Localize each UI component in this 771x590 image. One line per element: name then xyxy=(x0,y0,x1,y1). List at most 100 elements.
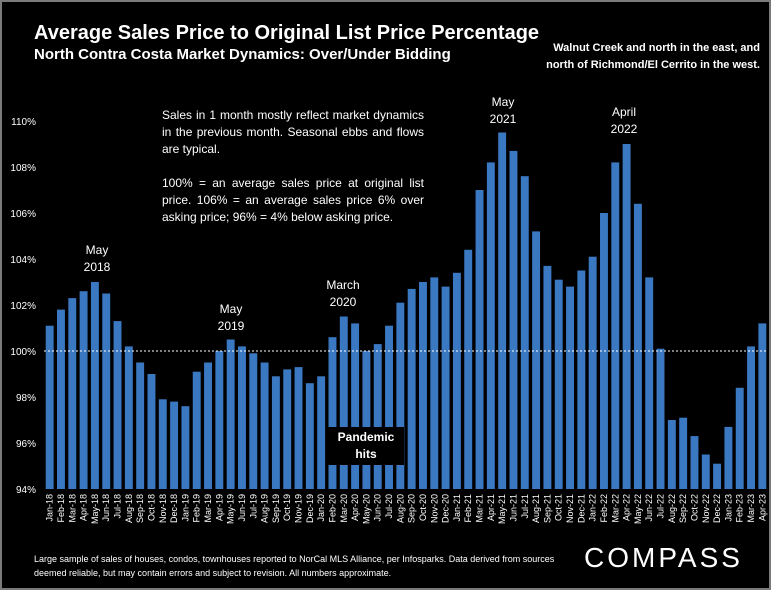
bar xyxy=(396,302,405,489)
x-tick-label: Mar-20 xyxy=(339,494,349,523)
x-tick-label: Mar-19 xyxy=(203,494,213,523)
x-tick-label: Nov-19 xyxy=(294,494,304,523)
bar xyxy=(305,383,314,489)
bar xyxy=(158,399,167,489)
bar xyxy=(577,270,586,489)
x-tick-label: May-21 xyxy=(497,494,507,524)
bar xyxy=(294,367,303,489)
annotation-april-2022: April 2022 xyxy=(610,105,638,136)
chart-title: Average Sales Price to Original List Pri… xyxy=(34,22,540,44)
x-tick-label: Aug-22 xyxy=(667,494,677,523)
x-tick-label: Dec-21 xyxy=(576,494,586,523)
y-tick-label: 106% xyxy=(10,209,36,220)
bar xyxy=(113,321,122,489)
bar xyxy=(260,362,269,489)
bar xyxy=(249,353,258,489)
bar xyxy=(713,463,722,489)
x-tick-label: Jan-21 xyxy=(452,494,462,522)
x-tick-label: Apr-18 xyxy=(79,494,89,521)
bar xyxy=(45,325,54,489)
x-tick-label: Aug-19 xyxy=(260,494,270,523)
bar xyxy=(283,369,292,489)
annotation-may-2019: May 2019 xyxy=(217,302,245,333)
y-tick-label: 98% xyxy=(16,393,36,404)
x-tick-label: Mar-21 xyxy=(475,494,485,523)
x-tick-label: Sep-21 xyxy=(542,494,552,523)
bar xyxy=(679,417,688,489)
bar xyxy=(102,293,111,489)
x-tick-label: Oct-18 xyxy=(146,494,156,521)
x-tick-label: Oct-19 xyxy=(282,494,292,521)
note-paragraph-2: 100% = an average sales price at origina… xyxy=(162,176,424,224)
bar xyxy=(271,376,280,489)
x-tick-label: Oct-20 xyxy=(418,494,428,521)
bar xyxy=(600,213,608,489)
bar xyxy=(452,272,461,489)
x-tick-label: May-18 xyxy=(90,494,100,524)
bar xyxy=(407,288,416,489)
bar xyxy=(90,282,99,489)
bar xyxy=(633,203,642,490)
x-tick-label: May-19 xyxy=(226,494,236,524)
bar xyxy=(611,162,620,489)
bar xyxy=(57,309,65,489)
x-tick-label: Feb-19 xyxy=(192,494,202,523)
bar xyxy=(532,231,541,489)
compass-logo: COMPASS xyxy=(584,542,743,573)
bar xyxy=(419,282,427,489)
bar xyxy=(351,323,360,489)
x-tick-label: Dec-20 xyxy=(441,494,451,523)
bar xyxy=(317,376,326,489)
x-tick-label: Oct-22 xyxy=(689,494,699,521)
x-tick-label: Feb-22 xyxy=(599,494,609,523)
x-tick-label: Apr-23 xyxy=(757,494,767,521)
x-tick-label: Aug-21 xyxy=(531,494,541,523)
bar xyxy=(68,298,77,489)
y-tick-label: 100% xyxy=(10,347,36,358)
bar xyxy=(509,150,518,489)
x-tick-label: Apr-21 xyxy=(486,494,496,521)
bar xyxy=(238,346,246,489)
bar xyxy=(747,346,755,489)
x-tick-label: Aug-20 xyxy=(395,494,405,523)
x-tick-label: May-22 xyxy=(633,494,643,524)
x-tick-label: Jan-20 xyxy=(316,494,326,522)
bar xyxy=(430,277,439,489)
x-tick-label: Aug-18 xyxy=(124,494,134,523)
x-tick-label: Dec-22 xyxy=(712,494,722,523)
bar xyxy=(520,176,529,489)
bar xyxy=(181,406,190,489)
bar xyxy=(486,162,495,489)
y-tick-label: 104% xyxy=(10,255,36,266)
bar xyxy=(622,144,631,489)
note-paragraph-1: Sales in 1 month mostly reflect market d… xyxy=(162,108,424,156)
x-tick-label: Mar-18 xyxy=(67,494,77,523)
x-tick-label: Jun-22 xyxy=(644,494,654,522)
bar xyxy=(701,454,710,489)
annotation-may-2021: May 2021 xyxy=(489,95,517,126)
bar xyxy=(79,291,88,489)
bar xyxy=(656,348,665,489)
x-tick-label: Apr-20 xyxy=(350,494,360,521)
x-tick-label: Apr-19 xyxy=(214,494,224,521)
x-tick-label: Jul-19 xyxy=(248,494,258,519)
y-tick-label: 102% xyxy=(10,301,36,312)
bar xyxy=(147,374,156,489)
x-tick-label: Feb-21 xyxy=(463,494,473,523)
x-tick-label: Sep-22 xyxy=(678,494,688,523)
x-tick-label: May-20 xyxy=(361,494,371,524)
y-tick-label: 110% xyxy=(11,117,36,128)
x-tick-label: Mar-23 xyxy=(746,494,756,523)
annotation-march-2020: March 2020 xyxy=(326,278,360,309)
y-tick-label: 96% xyxy=(16,439,36,450)
annotation-pandemic: Pandemic hits xyxy=(328,427,404,465)
bar xyxy=(588,256,597,489)
bar xyxy=(498,132,507,489)
x-tick-label: Sep-20 xyxy=(407,494,417,523)
bar xyxy=(339,316,348,489)
x-tick-label: Apr-22 xyxy=(622,494,632,521)
x-tick-label: Feb-23 xyxy=(735,494,745,523)
bar xyxy=(645,277,654,489)
x-tick-label: Dec-19 xyxy=(305,494,315,523)
